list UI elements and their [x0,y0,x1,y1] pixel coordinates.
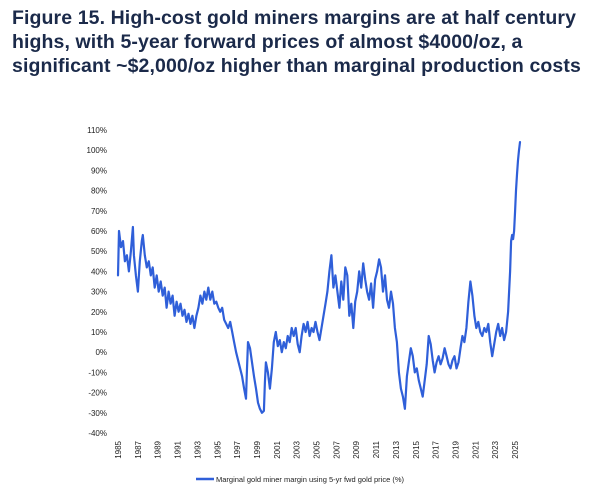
x-tick-label: 2007 [332,440,341,458]
y-tick-label: 70% [91,207,107,216]
y-tick-label: -20% [88,389,107,398]
y-tick-label: 80% [91,187,107,196]
x-tick-label: 2019 [451,440,460,458]
x-tick-label: 2001 [273,440,282,458]
x-tick-label: 1995 [213,440,222,458]
x-tick-label: 1993 [193,440,202,458]
y-tick-label: -10% [88,368,107,377]
series-line [116,141,522,414]
legend-label: Marginal gold miner margin using 5-yr fw… [216,475,404,484]
x-tick-label: 2021 [471,440,480,458]
y-tick-label: 60% [91,227,107,236]
y-tick-label: 30% [91,288,107,297]
x-tick-label: 2009 [352,440,361,458]
y-tick-label: 40% [91,267,107,276]
x-tick-label: 2011 [372,440,381,458]
y-tick-label: 100% [87,146,107,155]
x-tick-label: 1991 [174,440,183,458]
x-tick-label: 1999 [253,440,262,458]
x-tick-label: 2003 [293,440,302,458]
y-tick-label: -30% [88,409,107,418]
y-tick-label: 50% [91,247,107,256]
x-tick-label: 1989 [154,440,163,458]
x-tick-label: 1987 [134,440,143,458]
y-tick-label: 0% [95,348,107,357]
y-tick-label: 110% [87,126,107,135]
y-tick-label: 10% [91,328,107,337]
x-tick-label: 2015 [412,440,421,458]
y-tick-label: 20% [91,308,107,317]
x-tick-label: 2023 [491,440,500,458]
x-tick-label: 1997 [233,440,242,458]
legend: Marginal gold miner margin using 5-yr fw… [196,475,404,484]
x-axis: 1985 1987 1989 1991 1993 1995 1997 1999 2001 2003… [114,440,520,458]
x-tick-label: 2013 [392,440,401,458]
y-axis: -40% -30% -20% -10% 0% 10% 20% 30% 40% 50% 60% 70% 8… [87,126,107,438]
x-tick-label: 2017 [432,440,441,458]
y-tick-label: -40% [88,429,107,438]
x-tick-label: 1985 [114,440,123,458]
chart-title: Figure 15. High-cost gold miners margins… [12,7,581,77]
x-tick-label: 2025 [511,440,520,458]
x-tick-label: 2005 [313,440,322,458]
y-tick-label: 90% [91,166,107,175]
